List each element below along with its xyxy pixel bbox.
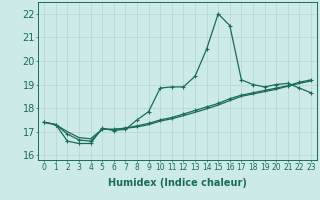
X-axis label: Humidex (Indice chaleur): Humidex (Indice chaleur) <box>108 178 247 188</box>
